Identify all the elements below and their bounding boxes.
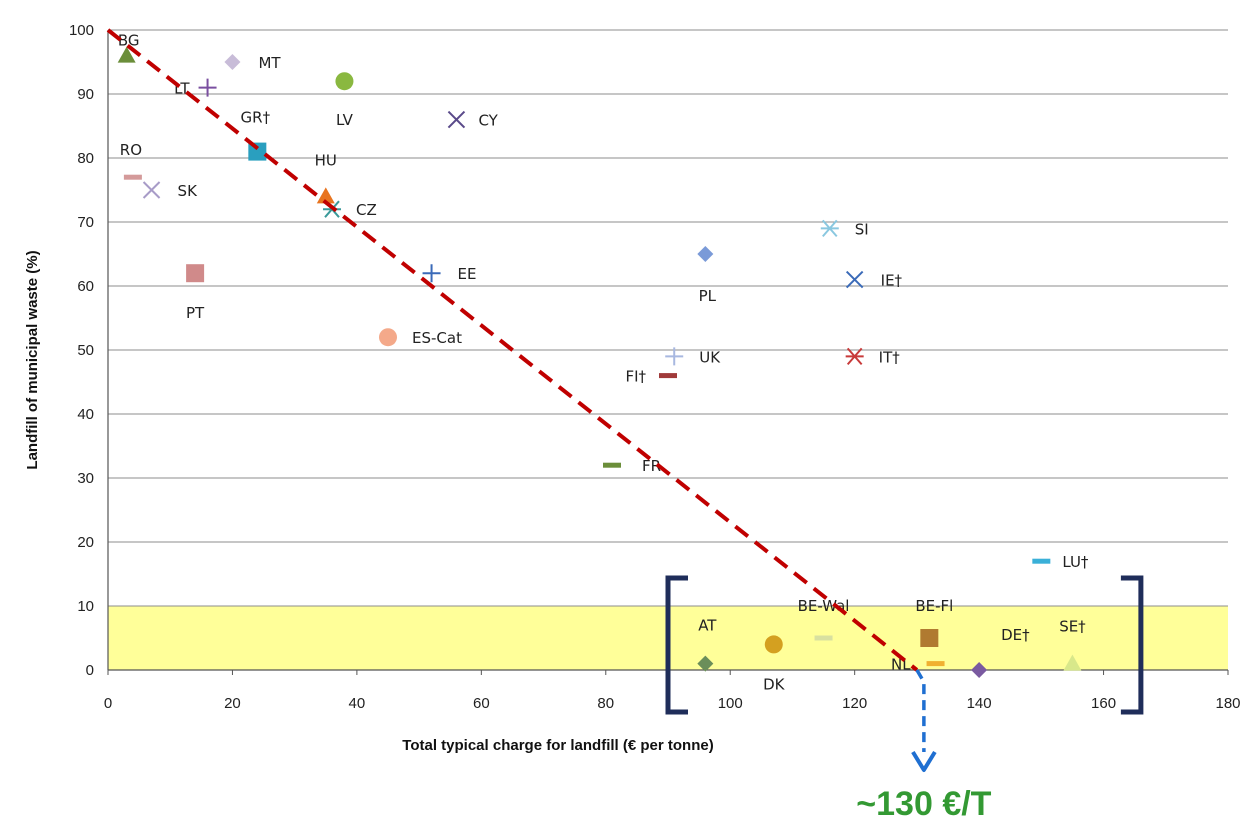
data-point-label: BG [118,32,140,50]
data-point-label: SE† [1059,618,1086,636]
data-point-label: IE† [881,272,903,290]
data-point-marker [920,629,939,647]
data-point-label: NL [891,656,911,674]
data-point-label: IT† [879,348,901,366]
data-point-marker [123,174,142,180]
data-point-marker [697,246,714,262]
data-point-marker [971,662,988,678]
y-tick-label: 60 [77,278,94,295]
data-point-label: AT [698,617,717,635]
x-tick-labels: 0 20 40 60 80 100 120 140 160 180 [104,670,1241,712]
data-point-marker [820,219,839,238]
data-point-marker [447,110,466,129]
data-point-marker [198,78,217,97]
y-tick-label: 90 [77,86,94,103]
data-point-marker [316,187,335,204]
x-tick-label: 40 [349,695,366,712]
data-point-label: RO [120,141,142,159]
trend-line [106,28,919,672]
data-point-marker [186,264,205,283]
y-tick-label: 0 [86,662,94,679]
y-tick-label: 100 [69,22,94,39]
y-tick-label: 30 [77,470,94,487]
x-tick-label: 100 [718,695,743,712]
data-point-marker [603,462,621,468]
y-tick-label: 20 [77,534,94,551]
y-tick-labels: 0 10 20 30 40 50 60 70 80 90 100 [69,22,94,679]
data-point-label: PT [186,304,205,322]
data-point-label: SK [178,182,199,200]
data-point-label: UK [699,348,721,366]
x-tick-label: 160 [1091,695,1116,712]
focus-bracket [665,575,1144,715]
data-point-label: BE-Fl [915,597,953,615]
data-point-marker [379,328,397,347]
data-point-label: MT [258,54,281,72]
y-tick-label: 50 [77,342,94,359]
data-point-label: CZ [356,201,377,219]
y-axis-title: Landfill of municipal waste (%) [24,250,41,469]
arrow-shaft [915,669,926,752]
y-tick-label: 70 [77,214,94,231]
data-point-label: SI [855,220,869,238]
y-tick-label: 10 [77,598,94,615]
data-point-label: CY [478,112,498,130]
x-tick-label: 20 [224,695,241,712]
gridlines [108,29,1228,607]
y-tick-label: 80 [77,150,94,167]
data-point-label: ES-Cat [412,329,462,347]
data-point-label: LU† [1062,553,1089,571]
down-arrow-icon [911,669,937,772]
data-point-label: GR† [241,109,271,127]
data-point-marker [142,181,161,199]
x-tick-label: 180 [1215,695,1240,712]
y-tick-label: 40 [77,406,94,423]
data-point-marker [659,373,677,379]
left-bracket [665,575,688,715]
data-point-label: HU [315,151,337,169]
data-point-label: FR [642,457,661,475]
data-point-marker [764,635,783,654]
arrow-head [911,750,937,772]
data-point-marker [814,635,833,641]
data-point-marker [1032,558,1051,564]
data-point-marker [926,661,945,667]
data-point-label: BE-Wal [798,597,850,615]
data-point-label: DK [763,675,786,693]
data-point-label: FI† [625,368,646,386]
data-point-marker [845,270,864,289]
right-bracket [1120,575,1144,715]
data-point-marker [1063,654,1082,671]
x-tick-label: 80 [597,695,614,712]
data-point-marker [422,264,441,283]
data-point-label: LV [336,111,354,129]
data-point-label: PL [699,287,717,305]
x-tick-label: 120 [842,695,867,712]
x-tick-label: 140 [967,695,992,712]
data-point-marker [845,347,864,366]
data-point-marker [697,655,714,672]
x-axis-title: Total typical charge for landfill (€ per… [402,737,713,754]
data-point-marker [665,347,684,366]
data-point-label: EE [458,265,477,283]
x-tick-label: 60 [473,695,490,712]
data-point-marker [224,54,241,70]
data-point-label: DE† [1001,626,1030,644]
threshold-callout: ~130 €/T [856,785,991,823]
x-tick-label: 0 [104,695,112,712]
data-point-marker [117,46,136,63]
data-point-marker [335,72,354,91]
